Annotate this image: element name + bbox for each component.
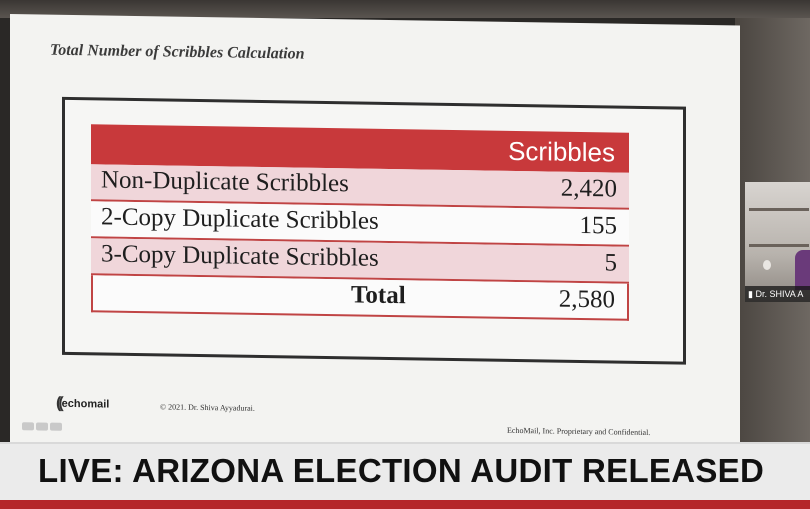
echomail-logo: (( echomail bbox=[56, 395, 109, 414]
ticker-headline: LIVE: ARIZONA ELECTION AUDIT RELEASED bbox=[38, 452, 765, 489]
participant bbox=[795, 250, 810, 290]
ticker-accent-bar bbox=[0, 500, 810, 509]
header-scribbles: Scribbles bbox=[508, 135, 615, 168]
signal-icon: ▮ bbox=[748, 289, 753, 299]
total-row: Total 2,580 bbox=[91, 275, 629, 321]
shelf bbox=[749, 244, 809, 247]
slide-nav-controls[interactable] bbox=[22, 422, 62, 431]
confidential-text: EchoMail, Inc. Proprietary and Confident… bbox=[507, 425, 651, 438]
row-value: 5 bbox=[604, 249, 618, 277]
total-value: 2,580 bbox=[558, 285, 615, 314]
echo-wave-icon: (( bbox=[56, 394, 61, 412]
participant-name-text: Dr. SHIVA A bbox=[755, 289, 804, 299]
scribbles-table: Scribbles Non-Duplicate Scribbles 2,420 … bbox=[91, 124, 629, 321]
row-label: 3-Copy Duplicate Scribbles bbox=[101, 240, 379, 272]
participant-name: ▮ Dr. SHIVA A bbox=[745, 286, 810, 302]
menu-icon[interactable] bbox=[36, 422, 48, 431]
row-label: 2-Copy Duplicate Scribbles bbox=[101, 203, 379, 235]
slide-title: Total Number of Scribbles Calculation bbox=[50, 41, 305, 63]
table-frame: Scribbles Non-Duplicate Scribbles 2,420 … bbox=[62, 96, 686, 365]
row-value: 155 bbox=[579, 211, 618, 240]
row-label: Non-Duplicate Scribbles bbox=[101, 166, 349, 198]
row-value: 2,420 bbox=[560, 174, 617, 203]
prev-slide-icon[interactable] bbox=[22, 422, 34, 431]
copyright-text: © 2021. Dr. Shiva Ayyadurai. bbox=[160, 402, 255, 413]
next-slide-icon[interactable] bbox=[50, 422, 62, 431]
logo-text: echomail bbox=[61, 397, 110, 411]
news-ticker: LIVE: ARIZONA ELECTION AUDIT RELEASED bbox=[0, 442, 810, 502]
shelf bbox=[749, 208, 809, 211]
total-label: Total bbox=[351, 281, 406, 310]
top-strip bbox=[0, 0, 810, 18]
presentation-slide: Total Number of Scribbles Calculation Sc… bbox=[10, 14, 740, 454]
webcam-thumbnail[interactable]: ▮ Dr. SHIVA A bbox=[745, 182, 810, 302]
vase bbox=[763, 260, 771, 270]
